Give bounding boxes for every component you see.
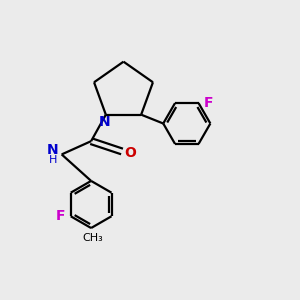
Text: F: F <box>56 209 65 223</box>
Text: O: O <box>124 146 136 160</box>
Text: N: N <box>47 143 58 157</box>
Text: F: F <box>204 96 214 110</box>
Text: CH₃: CH₃ <box>82 233 103 243</box>
Text: H: H <box>49 155 57 165</box>
Text: N: N <box>98 115 110 129</box>
